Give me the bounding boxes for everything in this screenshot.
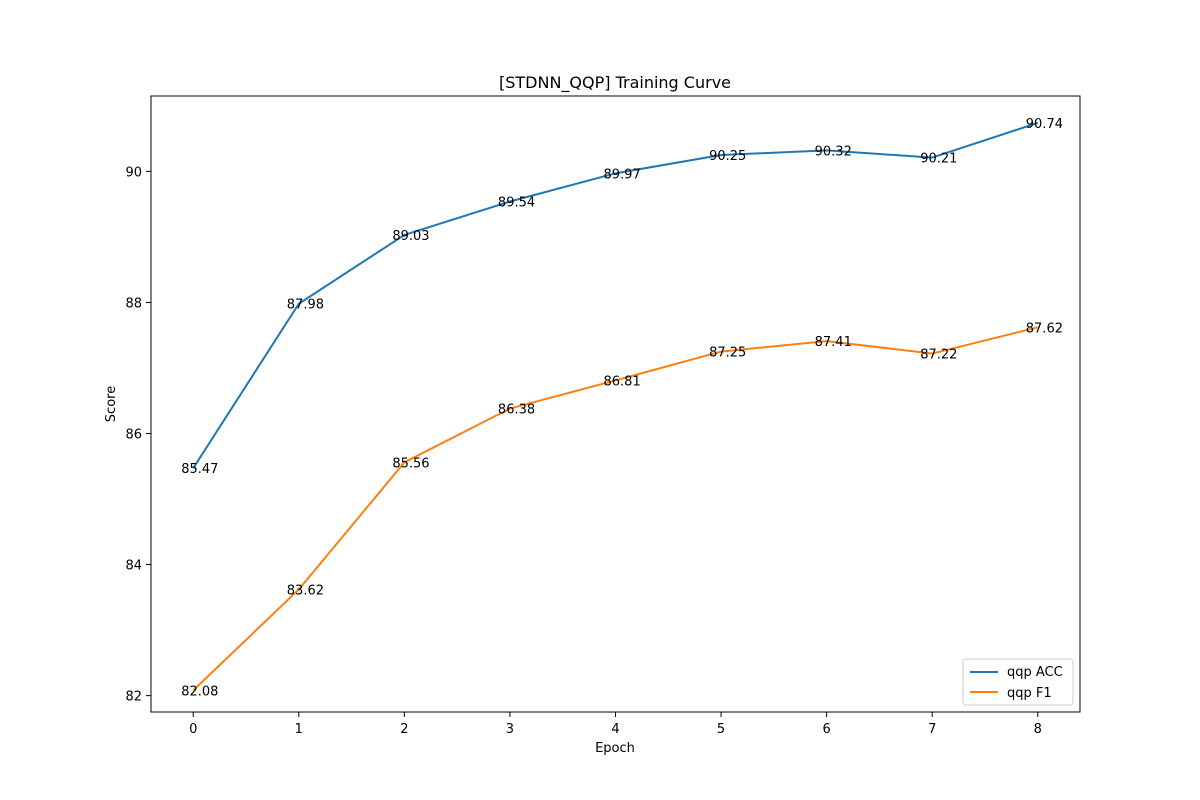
data-label: 87.62	[1026, 321, 1063, 336]
legend-label-acc: qqp ACC	[1007, 665, 1063, 680]
data-label: 85.47	[181, 462, 218, 477]
x-tick-label: 5	[717, 722, 725, 737]
y-tick-label: 90	[125, 165, 142, 180]
legend: qqp ACC qqp F1	[962, 658, 1074, 706]
data-label: 86.38	[498, 403, 535, 418]
x-tick-label: 0	[189, 722, 197, 737]
x-axis-label: Epoch	[595, 741, 635, 756]
x-tick-label: 2	[400, 722, 408, 737]
data-label: 90.21	[920, 152, 957, 167]
data-label: 89.03	[392, 229, 429, 244]
x-tick-label: 3	[506, 722, 514, 737]
legend-box	[962, 658, 1074, 706]
data-label: 82.08	[181, 684, 218, 699]
y-axis-ticks: 82 84 86 88 90	[125, 165, 151, 705]
y-tick-label: 86	[125, 427, 142, 442]
x-tick-label: 8	[1034, 722, 1042, 737]
data-label: 87.25	[709, 346, 746, 361]
series-line-acc	[192, 121, 1039, 469]
y-tick-label: 88	[125, 296, 142, 311]
data-label: 89.54	[498, 196, 535, 211]
x-tick-label: 7	[928, 722, 936, 737]
data-label: 87.98	[287, 298, 324, 313]
y-tick-label: 84	[125, 559, 142, 574]
data-label: 89.97	[604, 167, 641, 182]
x-axis-ticks: 0 1 2 3 4 5 6 7 8	[189, 712, 1042, 737]
data-labels: 85.47 87.98 89.03 89.54 89.97 90.25 90.32 90.21…	[181, 117, 1063, 700]
y-tick-label: 82	[125, 690, 142, 705]
legend-label-f1: qqp F1	[1007, 686, 1052, 701]
y-axis-label: Score	[104, 386, 119, 422]
data-label: 85.56	[392, 456, 429, 471]
x-tick-label: 6	[822, 722, 830, 737]
data-label: 90.25	[709, 149, 746, 164]
x-tick-label: 1	[295, 722, 303, 737]
data-label: 90.74	[1026, 117, 1063, 132]
data-label: 90.32	[815, 144, 852, 159]
series-layer	[192, 121, 1039, 692]
series-line-f1	[192, 326, 1039, 692]
data-label: 87.41	[815, 335, 852, 350]
plot-area: 0 1 2 3 4 5 6 7 8 82 84 86 88 90 85.47 87.98 89.03 89.5…	[125, 95, 1081, 737]
data-label: 87.22	[920, 348, 957, 363]
x-tick-label: 4	[611, 722, 619, 737]
chart-title: [STDNN_QQP] Training Curve	[499, 73, 731, 93]
data-label: 83.62	[287, 583, 324, 598]
data-label: 86.81	[604, 374, 641, 389]
